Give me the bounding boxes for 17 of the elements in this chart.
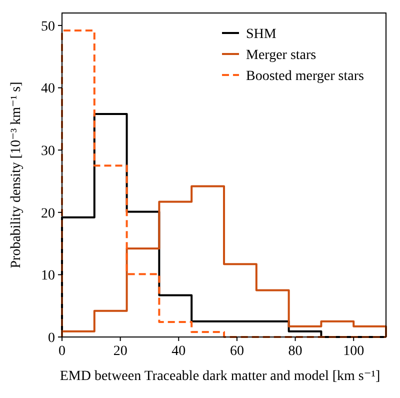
y-tick-label: 30 [41,144,55,159]
legend-label: Boosted merger stars [246,68,364,84]
x-axis-title: EMD between Traceable dark matter and model [km s⁻¹] [60,369,380,384]
x-tick-label: 20 [113,344,128,359]
y-tick-label: 0 [48,330,55,346]
x-tick-label: 60 [230,344,244,359]
legend-label: SHM [246,26,277,42]
x-tick-label: 80 [288,344,302,359]
x-tick-label: 40 [172,344,186,359]
y-tick-label: 40 [41,82,55,97]
x-tick-label: 0 [58,344,66,359]
y-axis-title: Probability density [10⁻³ km⁻¹ s] [9,82,24,268]
y-tick-label: 50 [41,19,55,34]
y-tick-label: 20 [41,206,55,222]
x-tick-label: 100 [343,344,364,359]
legend-label: Merger stars [246,48,316,63]
y-tick-label: 10 [41,268,55,284]
